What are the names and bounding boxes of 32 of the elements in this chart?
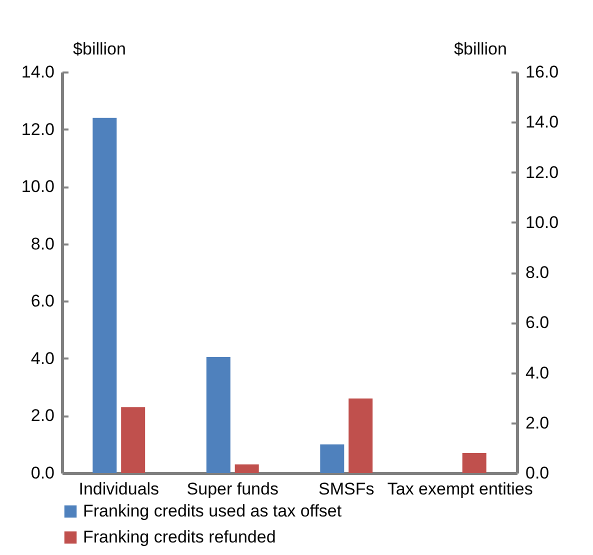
y2-tick-label: 8.0 bbox=[526, 263, 550, 282]
bar bbox=[320, 444, 344, 473]
y2-tick-label: 4.0 bbox=[526, 363, 550, 382]
bar bbox=[206, 356, 230, 473]
legend-label: Franking credits refunded bbox=[83, 528, 276, 546]
y2-tick-label: 6.0 bbox=[526, 313, 550, 332]
bar bbox=[234, 464, 259, 473]
y-tick-label: 8.0 bbox=[30, 234, 54, 254]
bar bbox=[348, 398, 373, 473]
y2-tick-label: 10.0 bbox=[526, 212, 559, 232]
y-tick-label: 14.0 bbox=[21, 62, 54, 82]
y-tick-label: 12.0 bbox=[21, 120, 54, 139]
y2-tick-label: 16.0 bbox=[526, 62, 559, 82]
bar bbox=[121, 407, 146, 473]
y2-tick-label: 0.0 bbox=[526, 464, 550, 482]
x-tick-label: Tax exempt entities bbox=[387, 480, 533, 498]
x-tick-label: SMSFs bbox=[318, 480, 374, 498]
y-tick-label: 2.0 bbox=[30, 406, 54, 426]
y2-tick-label: 14.0 bbox=[526, 112, 559, 132]
x-tick-label: Individuals bbox=[78, 480, 160, 498]
y2-tick-label: 12.0 bbox=[526, 162, 559, 182]
bar bbox=[92, 118, 117, 473]
bar bbox=[462, 452, 486, 473]
y2-axis-title: $billion bbox=[454, 40, 507, 58]
y-tick-label: 0.0 bbox=[30, 464, 54, 482]
y-tick-label: 6.0 bbox=[30, 292, 54, 311]
legend-label: Franking credits used as tax offset bbox=[83, 502, 342, 520]
y-axis-title: $billion bbox=[73, 40, 126, 58]
x-tick-label: Super funds bbox=[186, 480, 278, 498]
y-tick-label: 10.0 bbox=[21, 177, 54, 196]
y2-tick-label: 2.0 bbox=[526, 413, 550, 432]
y-tick-label: 4.0 bbox=[30, 348, 54, 368]
